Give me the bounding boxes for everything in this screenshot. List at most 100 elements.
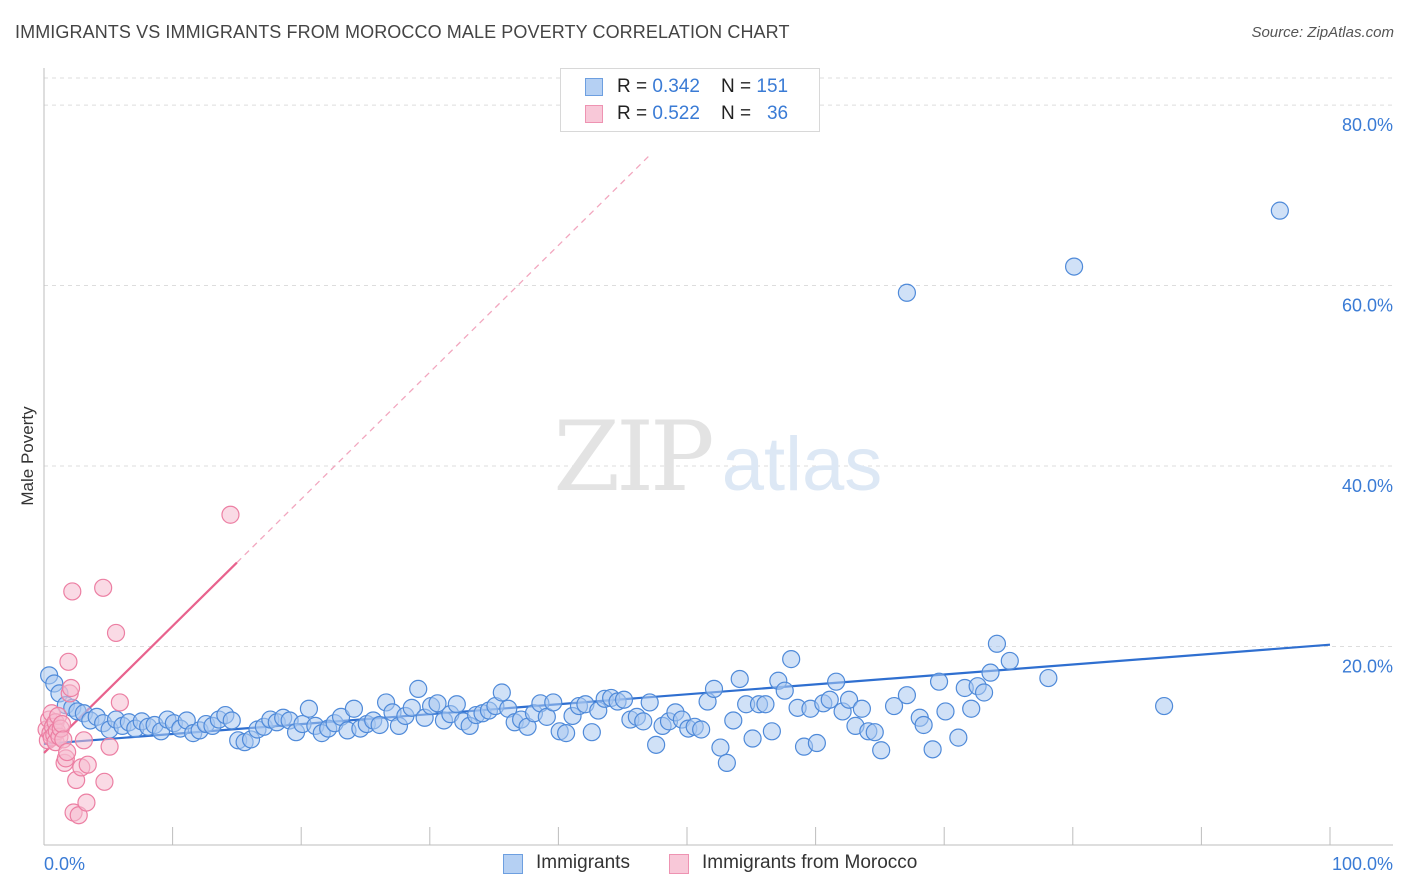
data-point-immigrants	[1000, 651, 1019, 671]
data-point-morocco	[61, 678, 81, 698]
data-point-immigrants	[914, 715, 933, 735]
data-point-immigrants	[409, 679, 428, 698]
trend-extension-morocco	[236, 156, 649, 564]
data-point-morocco	[95, 772, 114, 791]
data-point-immigrants	[987, 634, 1007, 653]
watermark: ZIP atlas	[553, 401, 882, 513]
data-point-immigrants	[370, 715, 389, 735]
tick-label-layer: 20.0% 40.0% 60.0% 80.0% 0.0% 100.0%	[44, 115, 1393, 874]
data-point-morocco	[52, 714, 72, 734]
grid-layer	[44, 77, 1393, 647]
x-tick-label: 0.0%	[44, 854, 85, 874]
data-point-immigrants	[582, 723, 601, 742]
data-point-immigrants	[647, 735, 666, 754]
watermark-zip: ZIP	[553, 401, 712, 513]
legend-n-label: N =	[721, 76, 757, 97]
correlation-legend: R = 0.342 N = 151 R = 0.522 N = 36	[560, 68, 820, 132]
data-point-immigrants	[692, 720, 711, 739]
data-point-immigrants	[782, 650, 801, 669]
data-point-immigrants	[852, 699, 871, 718]
data-point-immigrants	[717, 753, 736, 772]
data-point-immigrants	[402, 698, 421, 717]
data-point-immigrants	[447, 695, 466, 714]
legend-r-label: R =	[617, 76, 653, 97]
data-point-immigrants	[936, 702, 955, 721]
data-point-immigrants	[1270, 201, 1289, 220]
data-point-morocco	[100, 737, 119, 756]
legend-text-morocco: R = 0.522 N = 36	[617, 103, 788, 125]
data-point-morocco	[110, 693, 129, 712]
data-point-morocco	[78, 755, 97, 774]
data-point-morocco	[77, 793, 96, 812]
series-morocco	[37, 505, 240, 825]
data-point-morocco	[221, 505, 240, 524]
data-point-immigrants	[730, 669, 749, 689]
data-point-immigrants	[827, 672, 846, 691]
data-point-immigrants	[299, 699, 319, 718]
legend-n-label: N =	[721, 103, 757, 124]
data-point-immigrants	[1039, 668, 1058, 688]
source-label: Source: ZipAtlas.com	[1251, 24, 1394, 41]
axis-layer	[43, 68, 1393, 846]
data-point-immigrants	[897, 283, 917, 302]
legend-r-label: R =	[617, 103, 653, 124]
watermark-atlas: atlas	[722, 422, 883, 507]
data-point-morocco	[63, 582, 82, 601]
data-point-immigrants	[634, 712, 653, 731]
data-point-immigrants	[981, 663, 1000, 682]
data-point-immigrants	[807, 733, 826, 753]
chart-title: IMMIGRANTS VS IMMIGRANTS FROM MOROCCO MA…	[15, 22, 790, 42]
data-point-immigrants	[557, 724, 576, 743]
data-point-immigrants	[711, 738, 730, 757]
bottom-swatch-morocco	[669, 854, 689, 874]
data-point-immigrants	[756, 695, 775, 714]
legend-text-immigrants: R = 0.342 N = 151	[617, 76, 788, 98]
data-point-immigrants	[724, 711, 743, 730]
data-point-immigrants	[614, 690, 634, 709]
data-point-morocco	[58, 742, 77, 762]
bottom-legend-label: Immigrants	[536, 852, 630, 873]
data-point-immigrants	[640, 693, 659, 712]
data-point-immigrants	[743, 729, 762, 748]
data-point-immigrants	[428, 694, 447, 713]
y-tick-label: 60.0%	[1342, 296, 1393, 316]
data-point-immigrants	[1155, 696, 1174, 716]
series-immigrants	[40, 201, 1289, 772]
legend-swatch-immigrants	[585, 78, 603, 96]
data-point-immigrants	[222, 711, 241, 730]
data-point-immigrants	[704, 679, 724, 698]
data-point-morocco	[74, 731, 93, 750]
data-point-immigrants	[923, 740, 942, 759]
legend-n-value: 151	[756, 76, 789, 97]
y-tick-label: 80.0%	[1342, 115, 1393, 135]
data-point-immigrants	[884, 696, 904, 716]
data-point-immigrants	[872, 741, 891, 760]
bottom-swatch-immigrants	[503, 854, 523, 874]
data-point-immigrants	[897, 686, 917, 705]
legend-swatch-morocco	[585, 105, 603, 123]
data-point-immigrants	[762, 722, 781, 741]
data-point-immigrants	[544, 693, 563, 712]
data-point-immigrants	[492, 683, 511, 702]
data-point-immigrants	[974, 683, 994, 702]
bottom-legend-label: Immigrants from Morocco	[702, 852, 918, 873]
data-point-immigrants	[820, 690, 839, 709]
legend-r-value: 0.522	[652, 103, 700, 124]
data-point-immigrants	[865, 723, 884, 742]
data-point-immigrants	[949, 728, 968, 747]
data-point-immigrants	[962, 699, 981, 718]
y-tick-label: 40.0%	[1342, 476, 1393, 496]
legend-n-value: 36	[766, 103, 789, 124]
trend-line-morocco	[43, 561, 238, 754]
x-tick-label: 100.0%	[1332, 854, 1393, 874]
data-point-immigrants	[775, 681, 794, 700]
data-point-morocco	[59, 652, 78, 671]
data-point-immigrants	[839, 690, 859, 709]
data-point-immigrants	[344, 699, 364, 718]
y-tick-label: 20.0%	[1342, 656, 1393, 676]
data-point-morocco	[106, 623, 126, 643]
data-point-immigrants	[1064, 257, 1084, 276]
legend-r-value: 0.342	[652, 76, 700, 97]
data-point-morocco	[94, 578, 113, 597]
